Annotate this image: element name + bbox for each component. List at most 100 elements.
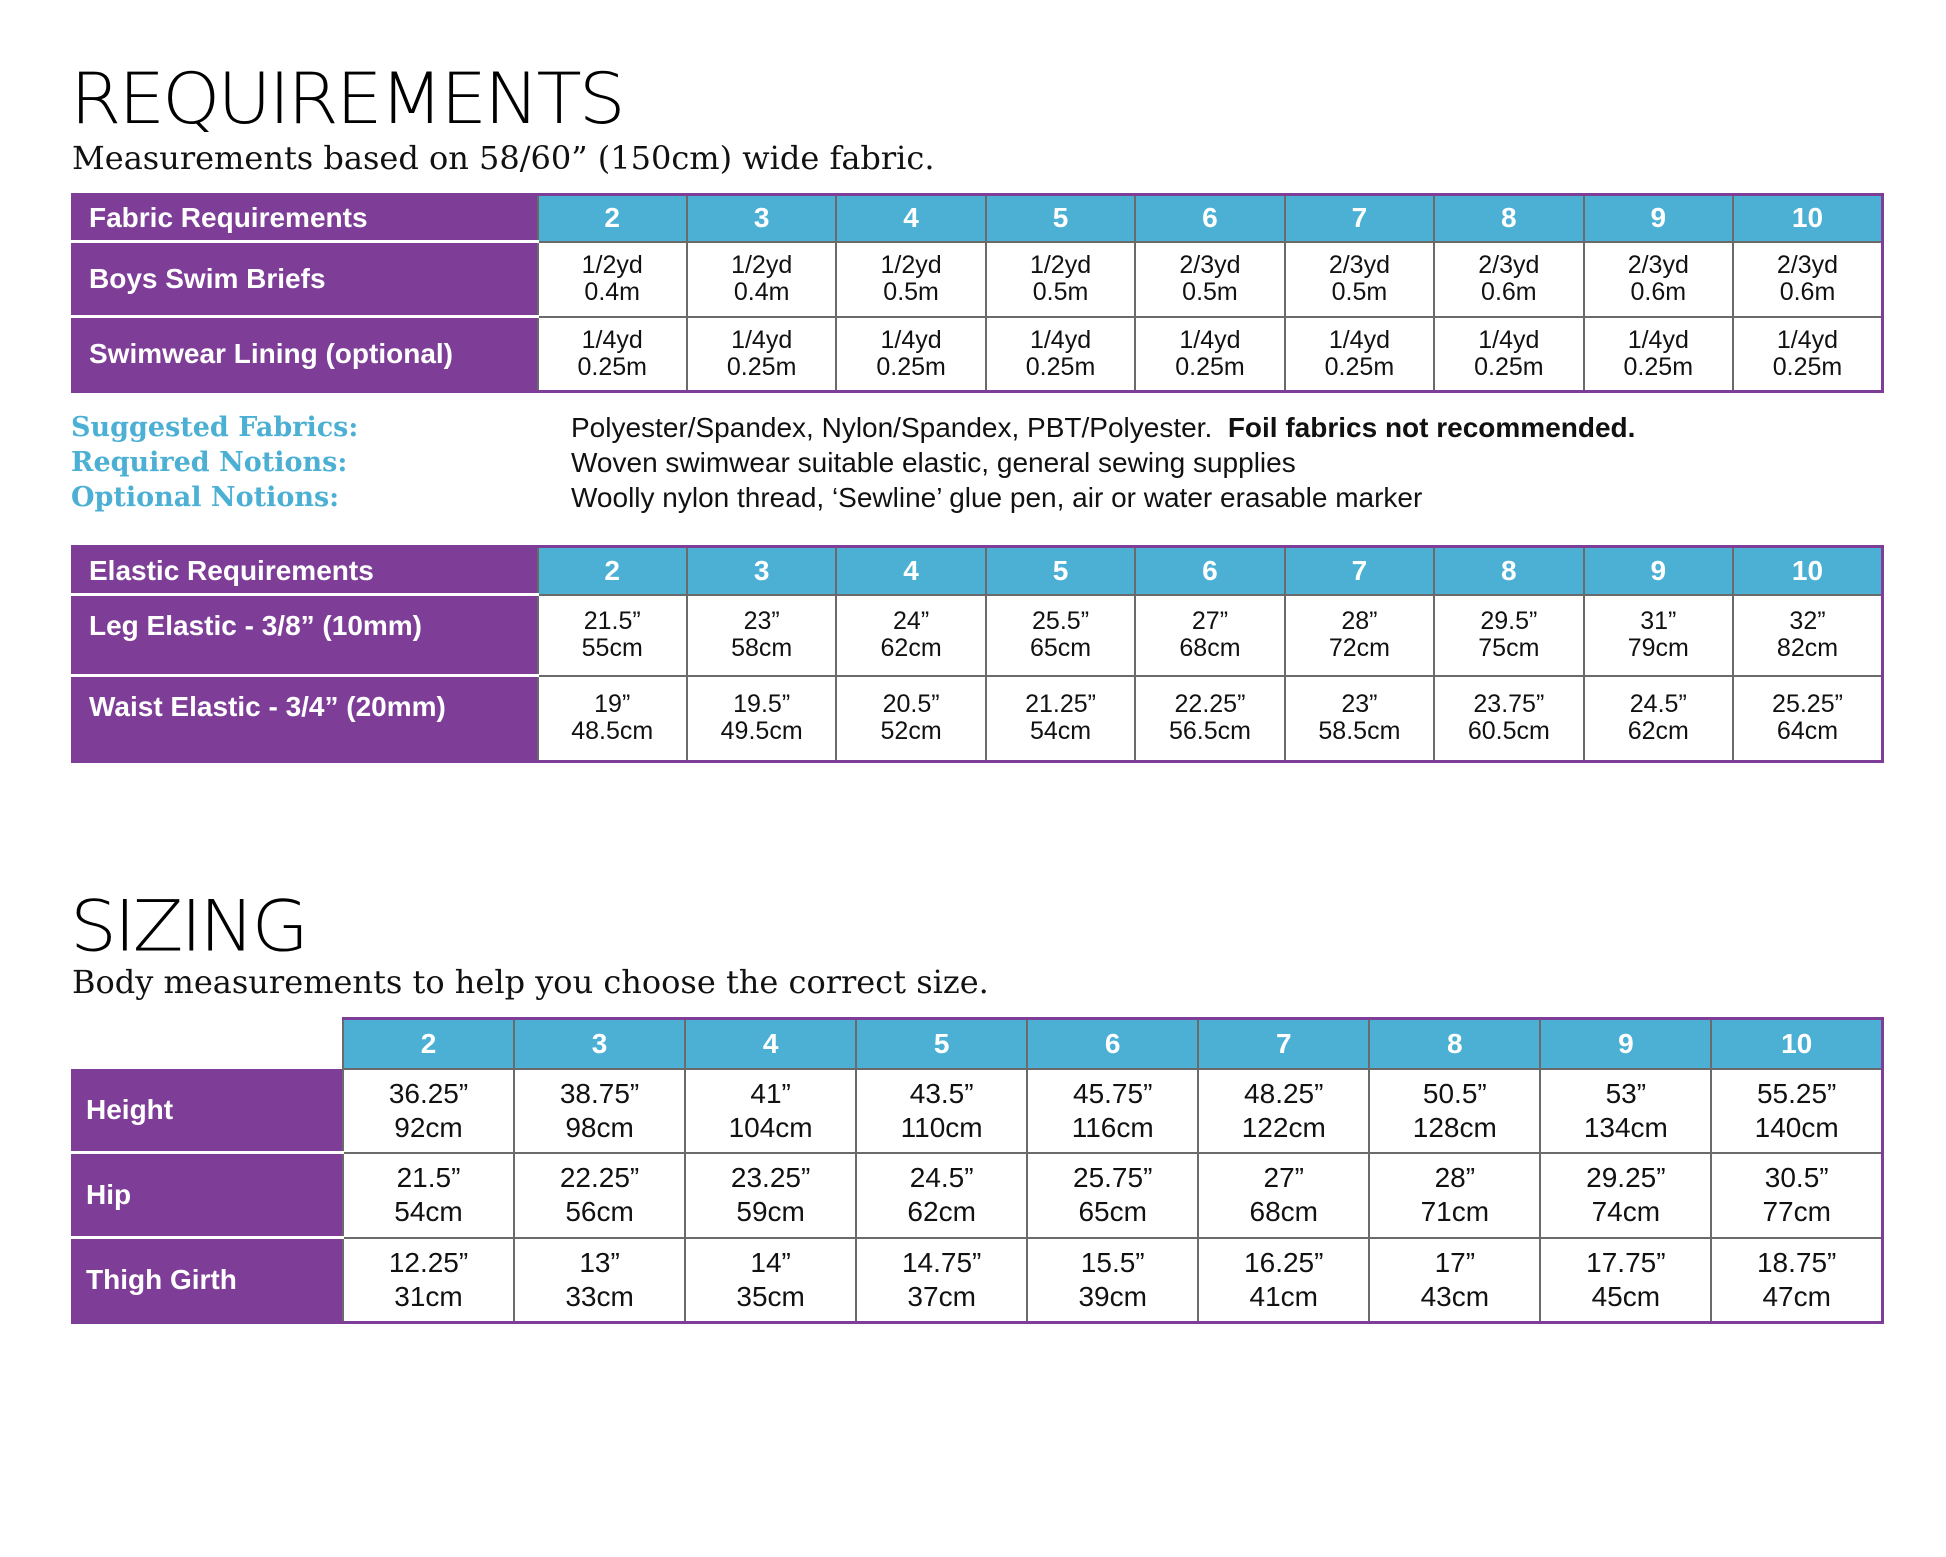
cell-size-4: 24” 62cm bbox=[835, 593, 986, 676]
cell-size-7: 48.25” 122cm bbox=[1197, 1067, 1370, 1153]
size-header-9: 9 bbox=[1539, 1017, 1712, 1069]
cell-size-9: 24.5” 62cm bbox=[1582, 674, 1733, 762]
metric-value: 0.25m bbox=[1623, 352, 1694, 381]
cell-size-4: 23.25” 59cm bbox=[684, 1151, 857, 1238]
metric-value: 0.25m bbox=[1175, 352, 1245, 381]
cell-size-5: 1/4yd 0.25m bbox=[984, 315, 1136, 392]
cell-size-8: 17” 43cm bbox=[1368, 1236, 1541, 1324]
cell-size-5: 14.75” 37cm bbox=[855, 1236, 1028, 1324]
metric-value: 65cm bbox=[1029, 634, 1092, 662]
cell-size-9: 29.25” 74cm bbox=[1539, 1151, 1712, 1238]
imperial-value: 23.25” bbox=[730, 1162, 811, 1193]
cell-size-5: 43.5” 110cm bbox=[855, 1067, 1028, 1153]
size-header-9: 9 bbox=[1582, 546, 1733, 595]
metric-value: 110cm bbox=[900, 1111, 983, 1143]
imperial-value: 1/2yd bbox=[880, 251, 942, 279]
metric-value: 31cm bbox=[394, 1280, 463, 1312]
imperial-value: 1/4yd bbox=[1776, 325, 1839, 354]
metric-value: 71cm bbox=[1420, 1196, 1490, 1227]
metric-value: 0.4m bbox=[584, 278, 641, 306]
cell-size-9: 2/3yd 0.6m bbox=[1582, 240, 1733, 317]
size-header-2: 2 bbox=[536, 546, 687, 595]
metric-value: 68cm bbox=[1179, 634, 1241, 662]
cell-size-3: 38.75” 98cm bbox=[513, 1067, 686, 1153]
imperial-value: 1/2yd bbox=[581, 251, 643, 279]
cell-size-9: 31” 79cm bbox=[1582, 593, 1733, 676]
cell-size-9: 1/4yd 0.25m bbox=[1582, 315, 1733, 392]
size-header-8: 8 bbox=[1433, 546, 1584, 595]
metric-value: 79cm bbox=[1627, 634, 1689, 662]
imperial-value: 13” bbox=[579, 1246, 620, 1278]
metric-value: 33cm bbox=[565, 1280, 634, 1312]
imperial-value: 23” bbox=[1341, 690, 1378, 719]
table-row: Waist Elastic - 3/4” (20mm) 19” 48.5cm 19.5… bbox=[72, 674, 1883, 762]
cell-size-5: 1/2yd 0.5m bbox=[984, 240, 1136, 317]
cell-size-7: 16.25” 41cm bbox=[1197, 1236, 1370, 1324]
imperial-value: 50.5” bbox=[1422, 1077, 1487, 1109]
imperial-value: 29.25” bbox=[1586, 1162, 1666, 1193]
metric-value: 0.6m bbox=[1481, 278, 1537, 306]
imperial-value: 24” bbox=[893, 607, 930, 635]
metric-value: 58cm bbox=[731, 634, 793, 662]
imperial-value: 28” bbox=[1341, 607, 1378, 635]
size-header-8: 8 bbox=[1433, 194, 1584, 242]
cell-size-8: 50.5” 128cm bbox=[1368, 1067, 1541, 1153]
imperial-value: 19” bbox=[594, 690, 631, 719]
cell-size-3: 1/4yd 0.25m bbox=[685, 315, 837, 392]
cell-size-2: 36.25” 92cm bbox=[341, 1067, 515, 1153]
cell-size-7: 23” 58.5cm bbox=[1283, 674, 1435, 762]
cell-size-6: 27” 68cm bbox=[1134, 593, 1285, 676]
sizing-subtitle: Body measurements to help you choose the… bbox=[72, 963, 989, 1001]
row-label: Swimwear Lining (optional) bbox=[72, 316, 538, 392]
metric-value: 56.5cm bbox=[1168, 717, 1251, 746]
cell-size-10: 30.5” 77cm bbox=[1710, 1151, 1885, 1238]
cell-size-5: 21.25” 54cm bbox=[984, 674, 1136, 762]
note-value: Woolly nylon thread, ‘Sewline’ glue pen,… bbox=[571, 482, 1422, 514]
metric-value: 0.25m bbox=[1772, 352, 1843, 381]
metric-value: 62cm bbox=[907, 1196, 976, 1227]
metric-value: 0.25m bbox=[1324, 352, 1395, 381]
imperial-value: 31” bbox=[1640, 607, 1677, 635]
table-header-label: Elastic Requirements bbox=[72, 546, 538, 596]
imperial-value: 2/3yd bbox=[1776, 251, 1839, 279]
cell-size-10: 55.25” 140cm bbox=[1710, 1067, 1885, 1153]
imperial-value: 1/4yd bbox=[1179, 325, 1241, 354]
metric-value: 65cm bbox=[1078, 1196, 1147, 1227]
imperial-value: 1/4yd bbox=[731, 325, 793, 354]
cell-size-6: 2/3yd 0.5m bbox=[1134, 240, 1285, 317]
metric-value: 0.25m bbox=[876, 352, 946, 381]
cell-size-7: 27” 68cm bbox=[1197, 1151, 1370, 1238]
imperial-value: 2/3yd bbox=[1627, 251, 1689, 279]
cell-size-3: 19.5” 49.5cm bbox=[685, 674, 837, 762]
note-value: Polyester/Spandex, Nylon/Spandex, PBT/Po… bbox=[571, 412, 1635, 444]
metric-value: 48.5cm bbox=[571, 717, 654, 746]
table-row: Swimwear Lining (optional) 1/4yd 0.25m 1/4y… bbox=[72, 315, 1883, 392]
metric-value: 58.5cm bbox=[1318, 717, 1401, 746]
cell-size-5: 24.5” 62cm bbox=[855, 1151, 1028, 1238]
metric-value: 59cm bbox=[736, 1196, 805, 1227]
cell-size-6: 22.25” 56.5cm bbox=[1134, 674, 1285, 762]
imperial-value: 36.25” bbox=[388, 1077, 469, 1109]
metric-value: 0.5m bbox=[883, 278, 939, 306]
size-header-4: 4 bbox=[684, 1017, 857, 1069]
header-row: Elastic Requirements 2 3 4 5 6 7 8 9 10 bbox=[72, 546, 1883, 596]
metric-value: 49.5cm bbox=[720, 717, 803, 746]
metric-value: 54cm bbox=[394, 1196, 463, 1227]
metric-value: 98cm bbox=[565, 1111, 634, 1143]
note-text: Woolly nylon thread, ‘Sewline’ glue pen,… bbox=[571, 481, 1423, 513]
metric-value: 0.5m bbox=[1331, 278, 1388, 306]
imperial-value: 12.25” bbox=[388, 1246, 469, 1278]
row-label: Hip bbox=[71, 1152, 343, 1239]
size-header-3: 3 bbox=[685, 194, 837, 242]
metric-value: 37cm bbox=[907, 1280, 976, 1312]
note-label: Suggested Fabrics: bbox=[71, 412, 359, 443]
imperial-value: 29.5” bbox=[1480, 607, 1538, 635]
metric-value: 128cm bbox=[1412, 1111, 1497, 1143]
metric-value: 62cm bbox=[1627, 717, 1689, 746]
imperial-value: 21.5” bbox=[583, 607, 641, 635]
size-header-5: 5 bbox=[855, 1017, 1028, 1069]
metric-value: 122cm bbox=[1241, 1111, 1326, 1143]
cell-size-10: 1/4yd 0.25m bbox=[1732, 315, 1883, 392]
imperial-value: 1/2yd bbox=[731, 251, 793, 279]
metric-value: 55cm bbox=[581, 634, 643, 662]
